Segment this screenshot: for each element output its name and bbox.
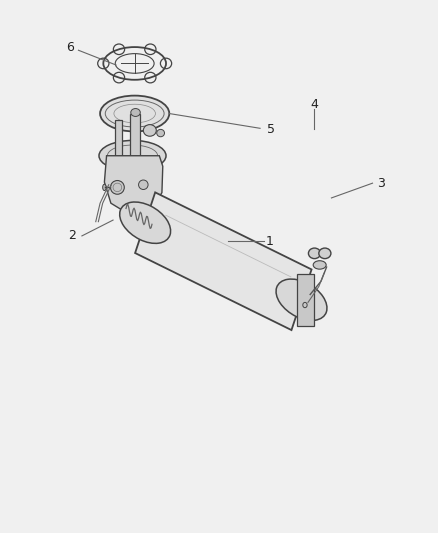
Ellipse shape xyxy=(102,184,106,191)
Text: 2: 2 xyxy=(68,229,76,243)
Text: 5: 5 xyxy=(267,123,275,136)
Ellipse shape xyxy=(319,248,331,259)
Text: 6: 6 xyxy=(66,41,74,54)
Ellipse shape xyxy=(157,130,165,137)
Ellipse shape xyxy=(131,109,140,116)
Ellipse shape xyxy=(120,202,171,244)
Text: 4: 4 xyxy=(310,98,318,110)
Ellipse shape xyxy=(276,279,327,320)
Polygon shape xyxy=(297,273,314,326)
Ellipse shape xyxy=(138,180,148,190)
Bar xyxy=(115,120,122,156)
Ellipse shape xyxy=(313,261,326,269)
Ellipse shape xyxy=(143,125,156,136)
Bar xyxy=(131,114,140,156)
Polygon shape xyxy=(104,156,163,211)
Text: 1: 1 xyxy=(266,235,274,248)
Polygon shape xyxy=(135,192,311,330)
Ellipse shape xyxy=(100,95,169,132)
Text: 3: 3 xyxy=(377,176,385,190)
Ellipse shape xyxy=(99,140,166,171)
Ellipse shape xyxy=(308,248,321,259)
Ellipse shape xyxy=(110,181,124,194)
